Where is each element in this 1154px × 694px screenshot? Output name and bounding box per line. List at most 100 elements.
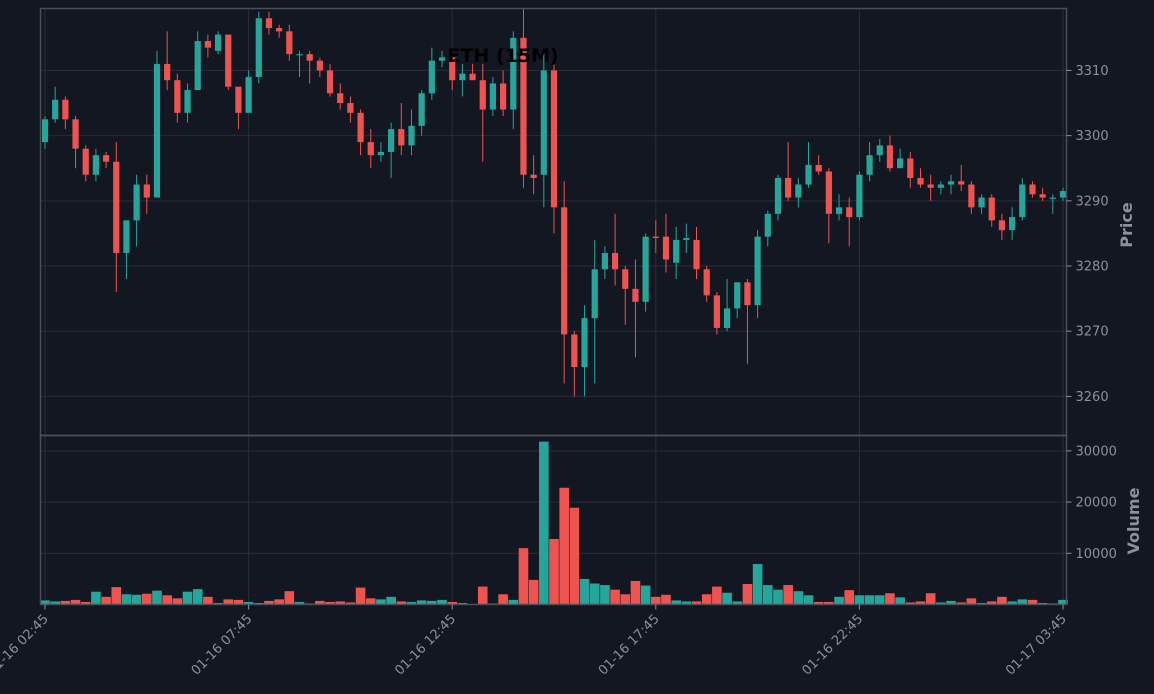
candle-body: [438, 57, 446, 61]
volume-bar: [986, 601, 997, 605]
candle-body: [876, 145, 883, 156]
candle-body: [337, 93, 344, 104]
candle-body: [316, 60, 323, 71]
volume-bar: [712, 586, 722, 605]
candle-body: [754, 236, 761, 306]
candle: [825, 168, 832, 244]
candle: [968, 181, 975, 214]
volume-bar: [1037, 602, 1048, 605]
volume-bar: [783, 585, 793, 605]
candle-body: [377, 151, 385, 156]
volume-bar: [762, 585, 773, 605]
candle: [734, 282, 741, 319]
candle: [194, 31, 201, 90]
candle: [123, 220, 130, 280]
candle-body: [734, 282, 741, 309]
candle: [286, 24, 293, 61]
candle-body: [52, 99, 59, 120]
candle: [683, 223, 690, 253]
candle-body: [774, 177, 782, 214]
candle-body: [764, 213, 771, 237]
volume-bar: [559, 487, 569, 605]
candle: [805, 142, 812, 188]
candle-body: [326, 70, 334, 94]
volume-bar: [1058, 599, 1068, 605]
candle: [897, 148, 904, 169]
candle-body: [286, 31, 293, 55]
price-tick-label: 3260: [1076, 390, 1109, 405]
volume-bar: [70, 599, 81, 605]
candle-body: [713, 295, 720, 328]
candle: [469, 63, 476, 81]
volume-bar: [396, 601, 407, 605]
volume-bar: [742, 584, 753, 605]
volume-bar: [365, 598, 376, 605]
volume-bar: [946, 600, 956, 605]
price-tick-label: 3310: [1076, 64, 1109, 79]
candle: [143, 174, 150, 214]
candle-body: [174, 80, 181, 113]
volume-bar: [294, 601, 305, 605]
volume-bar: [274, 599, 284, 605]
volume-bar: [885, 593, 895, 605]
candle-body: [357, 112, 364, 143]
volume-tick-label: 20000: [1076, 496, 1117, 511]
volume-axis-title: Volume: [1124, 487, 1143, 554]
candle-body: [673, 239, 680, 263]
candle: [133, 174, 140, 247]
candle-body: [153, 63, 161, 198]
volume-bar: [376, 599, 386, 605]
volume-bar: [915, 601, 926, 605]
volume-bar: [264, 600, 274, 605]
volume-bar: [233, 599, 244, 605]
candle-body: [1049, 197, 1056, 199]
volume-bar: [1007, 601, 1017, 605]
volume-bar: [936, 602, 946, 605]
volume-bar: [213, 602, 223, 605]
candle: [102, 151, 110, 169]
candle: [601, 246, 608, 280]
candle: [225, 34, 232, 90]
volume-bar: [610, 589, 620, 605]
volume-bar: [539, 441, 549, 605]
candle-body: [500, 83, 507, 110]
volume-bar: [243, 601, 254, 605]
candle-body: [235, 86, 242, 113]
price-candles: [41, 8, 1067, 397]
candle: [632, 259, 639, 358]
candle: [438, 50, 446, 68]
volume-bar: [325, 601, 335, 605]
volume-bar: [701, 594, 712, 605]
candle: [306, 50, 313, 84]
price-tick-label: 3280: [1076, 260, 1109, 275]
candle-body: [866, 155, 873, 175]
candle: [856, 171, 863, 221]
price-tick-label: 3290: [1076, 194, 1109, 209]
candle: [744, 279, 751, 364]
candle: [204, 34, 211, 58]
volume-bar: [437, 599, 447, 605]
volume-bar: [834, 596, 844, 605]
candle-body: [998, 220, 1006, 231]
candle: [255, 11, 262, 84]
volume-bar: [315, 600, 325, 605]
candle: [388, 122, 395, 178]
volume-bar: [732, 601, 743, 605]
candle-body: [133, 184, 140, 221]
candle: [611, 213, 619, 286]
candle-body: [958, 181, 965, 185]
volume-bar: [803, 595, 814, 605]
candle-body: [398, 129, 405, 146]
candle: [795, 177, 802, 208]
candle-body: [907, 158, 914, 178]
volume-bar: [671, 600, 681, 605]
volume-bar: [569, 507, 580, 605]
candle-body: [164, 63, 171, 81]
candle-body: [82, 148, 89, 175]
candle: [428, 47, 435, 100]
candle-body: [449, 57, 456, 81]
candle-body: [347, 103, 354, 113]
candle-body: [815, 164, 822, 172]
candle: [591, 239, 598, 384]
volume-bar: [966, 598, 977, 605]
